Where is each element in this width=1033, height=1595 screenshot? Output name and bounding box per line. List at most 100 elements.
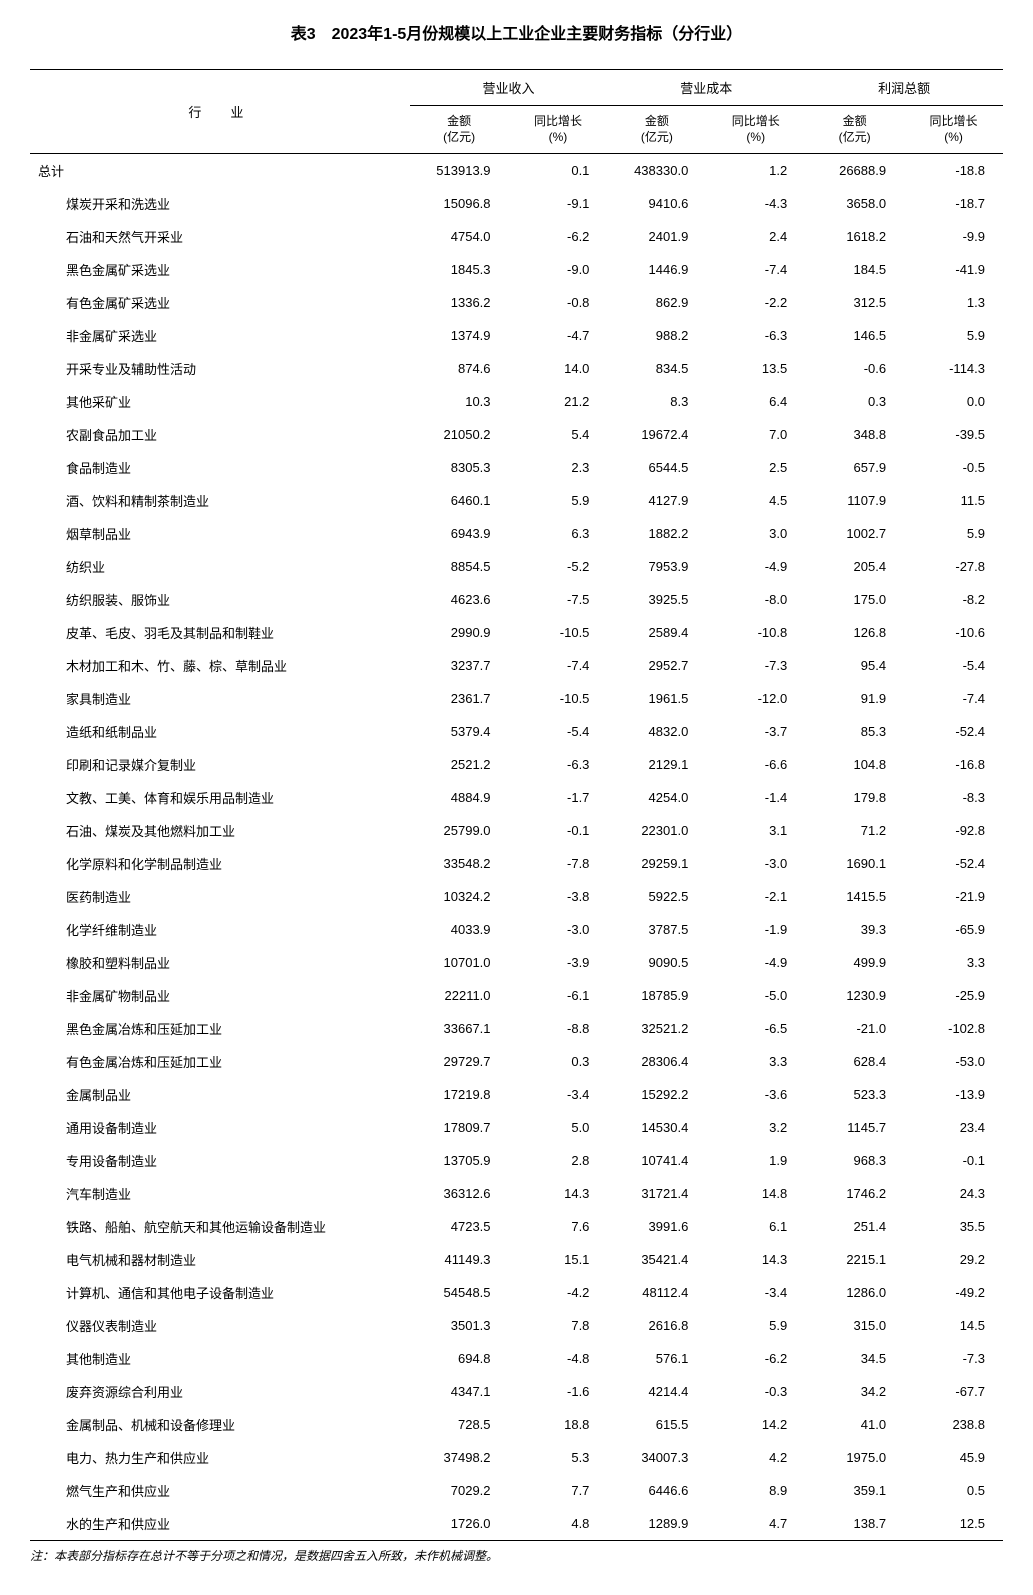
table-row: 食品制造业8305.32.36544.52.5657.9-0.5: [30, 451, 1003, 484]
cell-value: 523.3: [805, 1078, 904, 1111]
cell-value: 41.0: [805, 1408, 904, 1441]
industry-name: 废弃资源综合利用业: [30, 1375, 410, 1408]
table-row: 金属制品、机械和设备修理业728.518.8615.514.241.0238.8: [30, 1408, 1003, 1441]
table-row: 石油和天然气开采业4754.0-6.22401.92.41618.2-9.9: [30, 220, 1003, 253]
cell-value: 3.3: [706, 1045, 805, 1078]
table-row: 有色金属冶炼和压延加工业29729.70.328306.43.3628.4-53…: [30, 1045, 1003, 1078]
cell-value: 85.3: [805, 715, 904, 748]
cell-value: 1286.0: [805, 1276, 904, 1309]
cell-value: -7.4: [706, 253, 805, 286]
cell-value: -6.1: [509, 979, 608, 1012]
cell-value: -6.6: [706, 748, 805, 781]
industry-name: 有色金属矿采选业: [30, 286, 410, 319]
cell-value: 24.3: [904, 1177, 1003, 1210]
table-row: 农副食品加工业21050.25.419672.47.0348.8-39.5: [30, 418, 1003, 451]
cell-value: -7.4: [904, 682, 1003, 715]
cell-value: 8.3: [607, 385, 706, 418]
cell-value: 1.3: [904, 286, 1003, 319]
cell-value: 13705.9: [410, 1144, 509, 1177]
cell-value: 104.8: [805, 748, 904, 781]
cell-value: -6.3: [706, 319, 805, 352]
cell-value: -5.4: [904, 649, 1003, 682]
cell-value: 11.5: [904, 484, 1003, 517]
table-row: 其他采矿业10.321.28.36.40.30.0: [30, 385, 1003, 418]
cell-value: 1230.9: [805, 979, 904, 1012]
cell-value: 35421.4: [607, 1243, 706, 1276]
cell-value: 3658.0: [805, 187, 904, 220]
industry-name: 造纸和纸制品业: [30, 715, 410, 748]
header-amount-2: 金额(亿元): [607, 106, 706, 154]
cell-value: -8.0: [706, 583, 805, 616]
cell-value: 3.1: [706, 814, 805, 847]
table-row: 有色金属矿采选业1336.2-0.8862.9-2.2312.51.3: [30, 286, 1003, 319]
table-row: 电力、热力生产和供应业37498.25.334007.34.21975.045.…: [30, 1441, 1003, 1474]
table-row: 木材加工和木、竹、藤、棕、草制品业3237.7-7.42952.7-7.395.…: [30, 649, 1003, 682]
cell-value: 17809.7: [410, 1111, 509, 1144]
industry-name: 其他制造业: [30, 1342, 410, 1375]
cell-value: 21.2: [509, 385, 608, 418]
cell-value: 35.5: [904, 1210, 1003, 1243]
table-row: 燃气生产和供应业7029.27.76446.68.9359.10.5: [30, 1474, 1003, 1507]
industry-name: 水的生产和供应业: [30, 1507, 410, 1541]
cell-value: 7029.2: [410, 1474, 509, 1507]
cell-value: 2401.9: [607, 220, 706, 253]
cell-value: 4.5: [706, 484, 805, 517]
cell-value: -4.3: [706, 187, 805, 220]
cell-value: -12.0: [706, 682, 805, 715]
cell-value: 874.6: [410, 352, 509, 385]
cell-value: 1.9: [706, 1144, 805, 1177]
table-body: 总计513913.90.1438330.01.226688.9-18.8煤炭开采…: [30, 154, 1003, 1541]
cell-value: 1961.5: [607, 682, 706, 715]
cell-value: 34.5: [805, 1342, 904, 1375]
table-row: 化学纤维制造业4033.9-3.03787.5-1.939.3-65.9: [30, 913, 1003, 946]
cell-value: 14.5: [904, 1309, 1003, 1342]
cell-value: -41.9: [904, 253, 1003, 286]
cell-value: -6.3: [509, 748, 608, 781]
cell-value: 21050.2: [410, 418, 509, 451]
cell-value: 0.3: [509, 1045, 608, 1078]
cell-value: -5.2: [509, 550, 608, 583]
cell-value: -25.9: [904, 979, 1003, 1012]
cell-value: -114.3: [904, 352, 1003, 385]
cell-value: 988.2: [607, 319, 706, 352]
table-row: 医药制造业10324.2-3.85922.5-2.11415.5-21.9: [30, 880, 1003, 913]
cell-value: -2.1: [706, 880, 805, 913]
cell-value: -18.7: [904, 187, 1003, 220]
cell-value: -21.0: [805, 1012, 904, 1045]
cell-value: 657.9: [805, 451, 904, 484]
cell-value: 2.5: [706, 451, 805, 484]
cell-value: 5.9: [509, 484, 608, 517]
cell-value: -8.8: [509, 1012, 608, 1045]
cell-value: -0.1: [509, 814, 608, 847]
cell-value: 728.5: [410, 1408, 509, 1441]
cell-value: 5.4: [509, 418, 608, 451]
cell-value: 1.2: [706, 154, 805, 188]
cell-value: 91.9: [805, 682, 904, 715]
cell-value: 31721.4: [607, 1177, 706, 1210]
industry-name: 其他采矿业: [30, 385, 410, 418]
cell-value: 0.0: [904, 385, 1003, 418]
cell-value: -8.3: [904, 781, 1003, 814]
table-row: 文教、工美、体育和娱乐用品制造业4884.9-1.74254.0-1.4179.…: [30, 781, 1003, 814]
cell-value: 175.0: [805, 583, 904, 616]
cell-value: 29.2: [904, 1243, 1003, 1276]
cell-value: 14.8: [706, 1177, 805, 1210]
industry-name: 印刷和记录媒介复制业: [30, 748, 410, 781]
cell-value: 6544.5: [607, 451, 706, 484]
table-row: 非金属矿物制品业22211.0-6.118785.9-5.01230.9-25.…: [30, 979, 1003, 1012]
cell-value: -5.4: [509, 715, 608, 748]
cell-value: 45.9: [904, 1441, 1003, 1474]
table-row: 石油、煤炭及其他燃料加工业25799.0-0.122301.03.171.2-9…: [30, 814, 1003, 847]
cell-value: 22211.0: [410, 979, 509, 1012]
cell-value: -7.3: [904, 1342, 1003, 1375]
cell-value: 15292.2: [607, 1078, 706, 1111]
cell-value: 628.4: [805, 1045, 904, 1078]
table-row: 非金属矿采选业1374.9-4.7988.2-6.3146.55.9: [30, 319, 1003, 352]
cell-value: 1845.3: [410, 253, 509, 286]
cell-value: -3.6: [706, 1078, 805, 1111]
cell-value: 26688.9: [805, 154, 904, 188]
industry-name: 计算机、通信和其他电子设备制造业: [30, 1276, 410, 1309]
cell-value: 25799.0: [410, 814, 509, 847]
industry-name: 食品制造业: [30, 451, 410, 484]
cell-value: 4.8: [509, 1507, 608, 1541]
